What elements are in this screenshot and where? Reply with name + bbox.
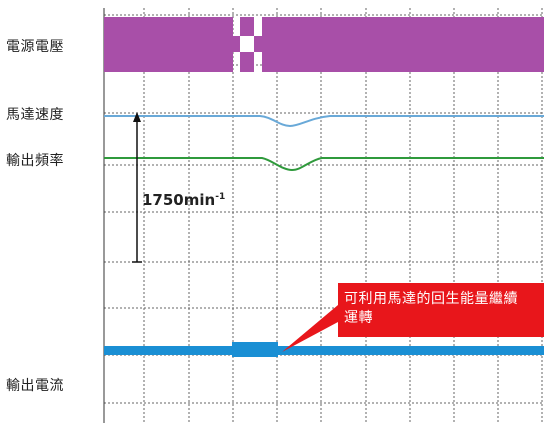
series-output-current <box>104 346 544 355</box>
speed-annotation: 1750min-1 <box>142 191 225 209</box>
label-motor-speed: 馬達速度 <box>6 107 64 123</box>
callout-line1: 可利用馬達的回生能量繼續 <box>344 291 518 307</box>
speed-exponent: -1 <box>215 192 226 202</box>
callout-box <box>282 283 544 352</box>
callout-line2: 運轉 <box>344 310 373 326</box>
label-output-current: 輸出電流 <box>6 378 64 394</box>
voltage-dip-gap <box>240 36 254 52</box>
label-output-frequency: 輸出頻率 <box>6 153 64 169</box>
callout-text: 可利用馬達的回生能量繼續 運轉 <box>344 290 544 328</box>
label-supply-voltage: 電源電壓 <box>6 39 64 55</box>
series-supply-voltage <box>104 17 544 72</box>
series-motor-speed <box>104 115 544 128</box>
speed-arrow-head <box>133 112 141 122</box>
speed-value: 1750min <box>142 191 216 209</box>
current-recovery-bump <box>232 342 278 357</box>
series-output-frequency <box>104 157 544 172</box>
